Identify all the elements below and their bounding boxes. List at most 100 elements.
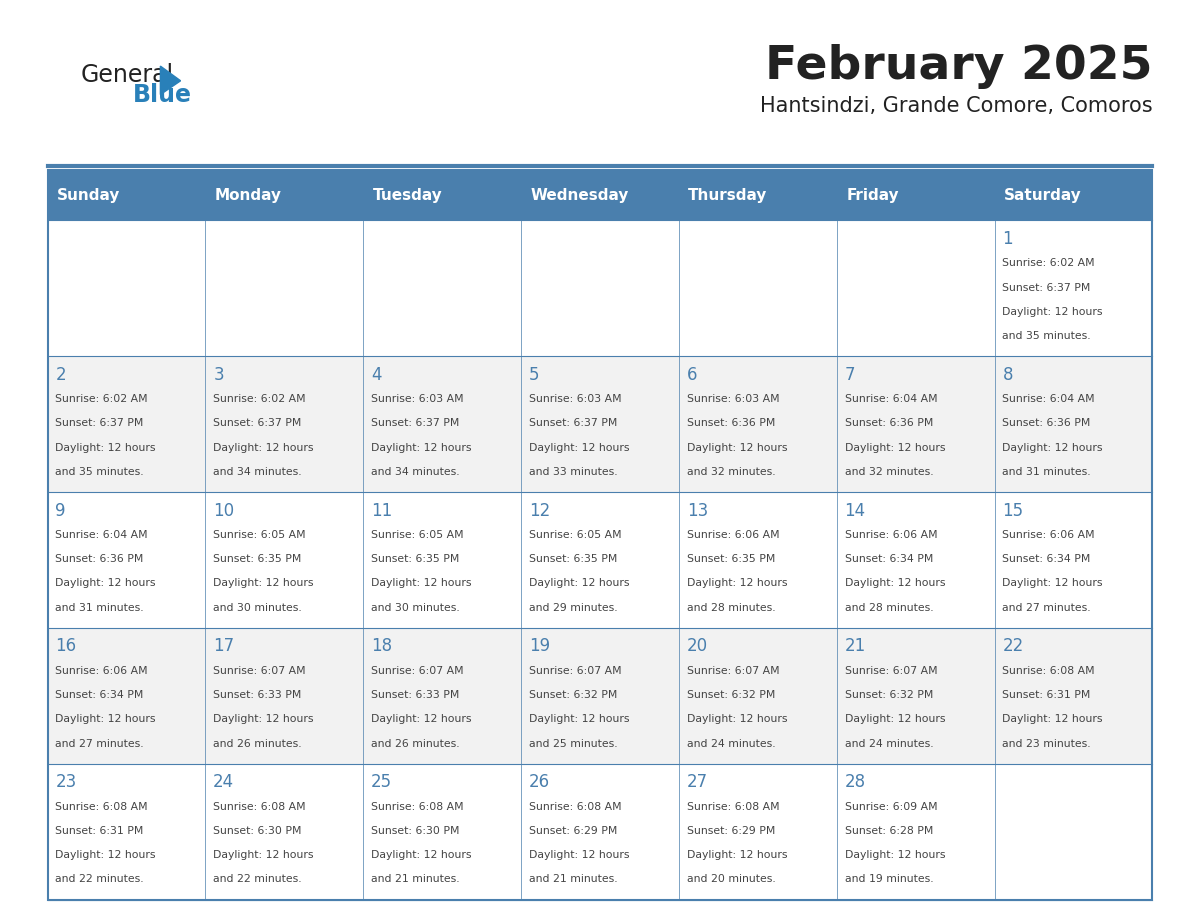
Text: and 35 minutes.: and 35 minutes. — [56, 466, 144, 476]
Text: Sunset: 6:32 PM: Sunset: 6:32 PM — [687, 690, 775, 700]
FancyBboxPatch shape — [522, 170, 678, 220]
Text: and 22 minutes.: and 22 minutes. — [213, 874, 302, 884]
Text: Sunrise: 6:08 AM: Sunrise: 6:08 AM — [213, 801, 305, 812]
Text: Sunset: 6:37 PM: Sunset: 6:37 PM — [213, 419, 302, 429]
Text: Sunset: 6:36 PM: Sunset: 6:36 PM — [687, 419, 775, 429]
Text: and 24 minutes.: and 24 minutes. — [845, 738, 934, 748]
Text: Daylight: 12 hours: Daylight: 12 hours — [1003, 442, 1102, 453]
Text: Thursday: Thursday — [688, 187, 767, 203]
Text: Daylight: 12 hours: Daylight: 12 hours — [529, 714, 630, 724]
Text: and 28 minutes.: and 28 minutes. — [845, 602, 934, 612]
FancyBboxPatch shape — [364, 220, 522, 356]
Text: and 24 minutes.: and 24 minutes. — [687, 738, 776, 748]
FancyBboxPatch shape — [48, 628, 206, 764]
Text: Daylight: 12 hours: Daylight: 12 hours — [213, 442, 314, 453]
Text: Sunrise: 6:02 AM: Sunrise: 6:02 AM — [56, 394, 148, 404]
Text: and 19 minutes.: and 19 minutes. — [845, 874, 934, 884]
Text: 14: 14 — [845, 501, 866, 520]
Text: Sunrise: 6:04 AM: Sunrise: 6:04 AM — [845, 394, 937, 404]
Text: and 26 minutes.: and 26 minutes. — [213, 738, 302, 748]
Text: Daylight: 12 hours: Daylight: 12 hours — [56, 850, 156, 860]
Text: Sunrise: 6:06 AM: Sunrise: 6:06 AM — [1003, 530, 1095, 540]
Text: Sunset: 6:36 PM: Sunset: 6:36 PM — [1003, 419, 1091, 429]
Text: Daylight: 12 hours: Daylight: 12 hours — [529, 850, 630, 860]
Text: Daylight: 12 hours: Daylight: 12 hours — [845, 714, 946, 724]
Text: Wednesday: Wednesday — [531, 187, 628, 203]
Text: Daylight: 12 hours: Daylight: 12 hours — [56, 714, 156, 724]
Text: and 34 minutes.: and 34 minutes. — [371, 466, 460, 476]
Text: Sunrise: 6:04 AM: Sunrise: 6:04 AM — [56, 530, 148, 540]
Text: Sunset: 6:34 PM: Sunset: 6:34 PM — [56, 690, 144, 700]
Text: Daylight: 12 hours: Daylight: 12 hours — [371, 850, 472, 860]
FancyBboxPatch shape — [994, 356, 1152, 492]
Text: 5: 5 — [529, 365, 539, 384]
Text: Daylight: 12 hours: Daylight: 12 hours — [529, 578, 630, 588]
FancyBboxPatch shape — [48, 220, 206, 356]
Text: Daylight: 12 hours: Daylight: 12 hours — [1003, 307, 1102, 317]
Text: Daylight: 12 hours: Daylight: 12 hours — [371, 578, 472, 588]
Text: Sunset: 6:35 PM: Sunset: 6:35 PM — [529, 554, 618, 565]
Text: 7: 7 — [845, 365, 855, 384]
Polygon shape — [160, 66, 181, 95]
FancyBboxPatch shape — [522, 356, 678, 492]
Text: 21: 21 — [845, 637, 866, 655]
Text: Sunset: 6:30 PM: Sunset: 6:30 PM — [371, 826, 460, 836]
Text: Daylight: 12 hours: Daylight: 12 hours — [845, 578, 946, 588]
FancyBboxPatch shape — [836, 628, 994, 764]
FancyBboxPatch shape — [678, 628, 836, 764]
Text: and 22 minutes.: and 22 minutes. — [56, 874, 144, 884]
FancyBboxPatch shape — [678, 356, 836, 492]
Text: Sunrise: 6:02 AM: Sunrise: 6:02 AM — [1003, 258, 1095, 268]
FancyBboxPatch shape — [522, 764, 678, 900]
Text: Sunset: 6:34 PM: Sunset: 6:34 PM — [1003, 554, 1091, 565]
FancyBboxPatch shape — [994, 220, 1152, 356]
Text: Sunset: 6:31 PM: Sunset: 6:31 PM — [1003, 690, 1091, 700]
FancyBboxPatch shape — [364, 356, 522, 492]
Text: Daylight: 12 hours: Daylight: 12 hours — [213, 578, 314, 588]
Text: Daylight: 12 hours: Daylight: 12 hours — [1003, 714, 1102, 724]
Text: and 30 minutes.: and 30 minutes. — [371, 602, 460, 612]
Text: Daylight: 12 hours: Daylight: 12 hours — [687, 442, 788, 453]
Text: Sunrise: 6:07 AM: Sunrise: 6:07 AM — [845, 666, 937, 676]
Text: and 26 minutes.: and 26 minutes. — [371, 738, 460, 748]
Text: 4: 4 — [371, 365, 381, 384]
FancyBboxPatch shape — [836, 356, 994, 492]
Text: Sunset: 6:28 PM: Sunset: 6:28 PM — [845, 826, 933, 836]
FancyBboxPatch shape — [678, 764, 836, 900]
Text: and 20 minutes.: and 20 minutes. — [687, 874, 776, 884]
Text: Monday: Monday — [215, 187, 282, 203]
Text: Daylight: 12 hours: Daylight: 12 hours — [371, 714, 472, 724]
FancyBboxPatch shape — [206, 492, 364, 628]
Text: Sunrise: 6:07 AM: Sunrise: 6:07 AM — [213, 666, 305, 676]
Text: Sunrise: 6:05 AM: Sunrise: 6:05 AM — [371, 530, 463, 540]
FancyBboxPatch shape — [836, 220, 994, 356]
Text: Sunrise: 6:05 AM: Sunrise: 6:05 AM — [529, 530, 621, 540]
FancyBboxPatch shape — [206, 170, 364, 220]
FancyBboxPatch shape — [206, 356, 364, 492]
Text: and 21 minutes.: and 21 minutes. — [529, 874, 618, 884]
Text: Tuesday: Tuesday — [373, 187, 442, 203]
FancyBboxPatch shape — [678, 492, 836, 628]
Text: Sunrise: 6:09 AM: Sunrise: 6:09 AM — [845, 801, 937, 812]
Text: Sunset: 6:29 PM: Sunset: 6:29 PM — [687, 826, 775, 836]
Text: Sunrise: 6:08 AM: Sunrise: 6:08 AM — [56, 801, 148, 812]
Text: Daylight: 12 hours: Daylight: 12 hours — [56, 442, 156, 453]
Text: Daylight: 12 hours: Daylight: 12 hours — [845, 442, 946, 453]
Text: Daylight: 12 hours: Daylight: 12 hours — [213, 850, 314, 860]
Text: Sunrise: 6:08 AM: Sunrise: 6:08 AM — [529, 801, 621, 812]
Text: Saturday: Saturday — [1004, 187, 1082, 203]
Text: Daylight: 12 hours: Daylight: 12 hours — [529, 442, 630, 453]
Text: 28: 28 — [845, 773, 866, 791]
Text: Sunset: 6:29 PM: Sunset: 6:29 PM — [529, 826, 618, 836]
Text: and 23 minutes.: and 23 minutes. — [1003, 738, 1091, 748]
Text: and 28 minutes.: and 28 minutes. — [687, 602, 776, 612]
Text: 24: 24 — [213, 773, 234, 791]
Text: 22: 22 — [1003, 637, 1024, 655]
FancyBboxPatch shape — [364, 764, 522, 900]
Text: Sunrise: 6:06 AM: Sunrise: 6:06 AM — [845, 530, 937, 540]
FancyBboxPatch shape — [522, 628, 678, 764]
FancyBboxPatch shape — [836, 764, 994, 900]
Text: Sunrise: 6:07 AM: Sunrise: 6:07 AM — [529, 666, 621, 676]
Text: 6: 6 — [687, 365, 697, 384]
Text: Sunset: 6:37 PM: Sunset: 6:37 PM — [371, 419, 460, 429]
